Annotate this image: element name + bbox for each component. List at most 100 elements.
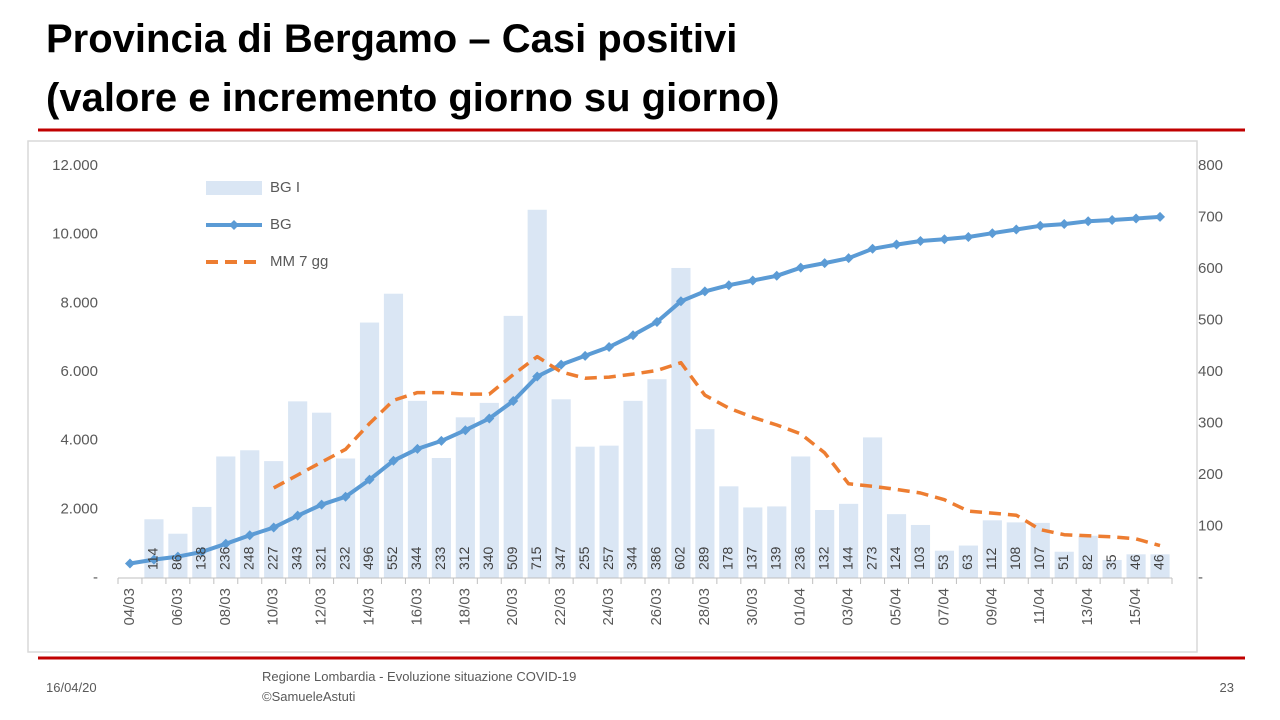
bar [647, 379, 667, 578]
x-tick-label: 03/04 [840, 588, 857, 626]
data-label: 35 [1103, 554, 1119, 570]
bar [240, 450, 260, 578]
marker [939, 234, 950, 245]
bar [1102, 559, 1122, 578]
x-tick-label: 24/03 [600, 588, 617, 626]
marker [556, 359, 567, 370]
marker [819, 258, 830, 269]
y-tick-label: 500 [1198, 311, 1223, 328]
marker [843, 253, 854, 264]
bar [455, 417, 475, 578]
marker [651, 316, 662, 327]
bar [839, 503, 859, 578]
data-label: 124 [887, 546, 903, 570]
y-tick-label: 700 [1198, 208, 1223, 225]
marker [220, 538, 231, 549]
data-label: 137 [743, 546, 759, 570]
legend-swatch [206, 181, 262, 195]
marker [436, 435, 447, 446]
marker [580, 350, 591, 361]
footer-credit: ©SamueleAstuti [262, 689, 356, 704]
marker [292, 510, 303, 521]
x-tick-label: 30/03 [744, 588, 761, 626]
marker [148, 554, 159, 565]
bar [503, 315, 523, 578]
data-label: 321 [312, 546, 328, 570]
y-tick-label: 4.000 [60, 432, 98, 449]
data-label: 227 [264, 546, 280, 570]
y-tick-label: 800 [1198, 157, 1223, 174]
x-tick-label: 06/03 [169, 588, 186, 626]
data-label: 602 [672, 546, 688, 570]
data-label: 347 [552, 546, 568, 570]
data-label: 138 [193, 546, 209, 570]
x-tick-label: 01/04 [792, 588, 809, 626]
data-label: 108 [1007, 546, 1023, 570]
bar [575, 446, 595, 578]
bar [695, 429, 715, 578]
y-tick-label: 400 [1198, 363, 1223, 380]
marker [987, 228, 998, 239]
x-tick-label: 08/03 [217, 588, 234, 626]
marker [316, 499, 327, 510]
marker [532, 371, 543, 382]
marker [795, 262, 806, 273]
y-tick-label: 10.000 [52, 226, 98, 243]
data-label: 232 [336, 546, 352, 570]
marker [412, 443, 423, 454]
data-label: 103 [911, 546, 927, 570]
marker [771, 270, 782, 281]
page-number: 23 [1220, 680, 1234, 695]
y-tick-label: 100 [1198, 517, 1223, 534]
x-tick-label: 09/04 [983, 588, 1000, 626]
data-label: 139 [767, 546, 783, 570]
data-label: 114 [145, 547, 161, 570]
marker [1035, 220, 1046, 231]
data-label: 236 [216, 546, 232, 570]
bar [671, 267, 691, 578]
bar [934, 550, 955, 578]
data-label: 236 [791, 546, 807, 570]
bar [767, 506, 787, 578]
marker [1155, 211, 1166, 222]
data-label: 46 [1151, 554, 1167, 570]
marker [699, 286, 710, 297]
x-tick-label: 18/03 [456, 588, 473, 626]
data-label: 233 [432, 546, 448, 570]
y-tick-label: 2.000 [60, 500, 98, 517]
marker [867, 243, 878, 254]
bar [1006, 522, 1026, 578]
bar [1150, 554, 1170, 578]
data-label: 107 [1031, 546, 1047, 570]
line [272, 354, 1161, 548]
data-label: 715 [528, 546, 544, 570]
bar [791, 456, 811, 578]
data-label: 112 [983, 547, 999, 570]
bar [1126, 554, 1146, 578]
bar [312, 412, 332, 578]
x-tick-label: 04/03 [121, 588, 138, 626]
bar [359, 322, 380, 578]
chart-subtitle: (valore e incremento giorno su giorno) [46, 76, 779, 120]
y-tick-label: - [1198, 569, 1203, 586]
marker [915, 236, 926, 247]
marker [484, 413, 495, 424]
x-tick-label: 11/04 [1031, 588, 1048, 624]
x-tick-label: 13/04 [1079, 588, 1096, 626]
data-label: 86 [169, 554, 185, 570]
bar [144, 519, 164, 578]
marker [124, 558, 135, 569]
data-label: 509 [504, 546, 520, 570]
bar [862, 437, 883, 578]
marker [196, 546, 207, 557]
y-tick-label: 8.000 [60, 294, 98, 311]
chart-frame [27, 140, 1198, 653]
marker [340, 491, 351, 502]
data-label: 248 [240, 546, 256, 570]
data-label: 552 [384, 546, 400, 570]
data-label: 63 [959, 554, 975, 570]
legend-marker [229, 220, 239, 230]
marker [1083, 216, 1094, 227]
marker [1059, 219, 1070, 230]
x-tick-label: 16/03 [408, 588, 425, 626]
